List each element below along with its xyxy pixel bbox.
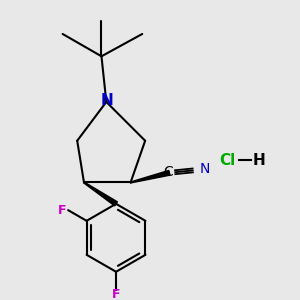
Text: N: N xyxy=(199,162,209,176)
Text: N: N xyxy=(101,93,114,108)
Polygon shape xyxy=(84,182,117,206)
Text: F: F xyxy=(112,288,120,300)
Text: C: C xyxy=(164,165,173,179)
Text: Cl: Cl xyxy=(220,153,236,168)
Polygon shape xyxy=(130,170,170,183)
Text: H: H xyxy=(252,153,265,168)
Text: F: F xyxy=(58,204,67,217)
